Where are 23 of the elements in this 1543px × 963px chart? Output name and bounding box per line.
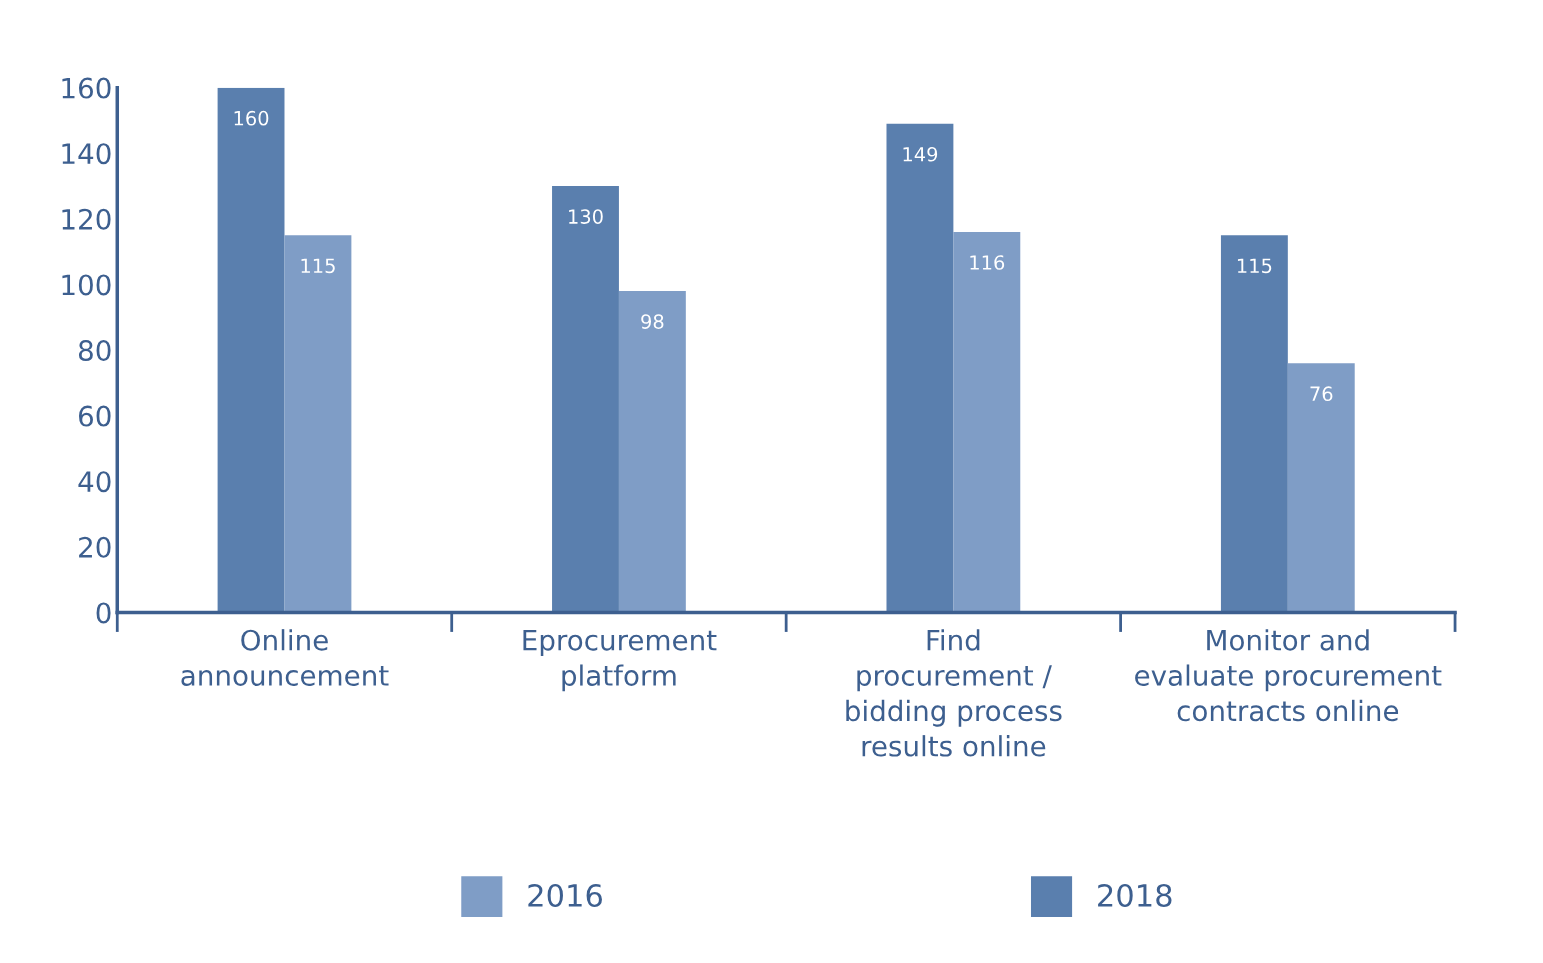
y-tick-label: 40 <box>78 471 111 493</box>
y-tick-label: 0 <box>96 602 111 624</box>
data-label: 160 <box>234 110 269 126</box>
legend-label: 2016 <box>528 883 602 908</box>
data-label: 130 <box>569 209 603 224</box>
y-tick-label: 120 <box>62 208 111 230</box>
data-label: 149 <box>903 146 938 162</box>
y-tick-label: 100 <box>62 274 111 296</box>
y-tick-label: 140 <box>62 143 111 165</box>
y-tick-label: 60 <box>79 405 111 427</box>
data-label: 115 <box>1237 258 1272 274</box>
y-tick-label: 20 <box>79 536 111 558</box>
data-label: 115 <box>301 258 335 274</box>
data-label: 116 <box>970 255 1005 270</box>
data-label: 98 <box>641 314 664 329</box>
x-tick-label: Monitor and evaluate procurement contracts online <box>1135 629 1442 722</box>
x-tick-label: Online announcement <box>181 629 389 686</box>
data-label: 76 <box>1310 386 1333 402</box>
x-tick-label: Find procurement / bidding process results online <box>846 629 1062 757</box>
x-tick-label: Eprocurement platform <box>523 629 717 692</box>
legend-label: 2018 <box>1098 883 1172 908</box>
y-tick-label: 80 <box>78 339 111 361</box>
y-tick-label: 160 <box>62 77 111 99</box>
